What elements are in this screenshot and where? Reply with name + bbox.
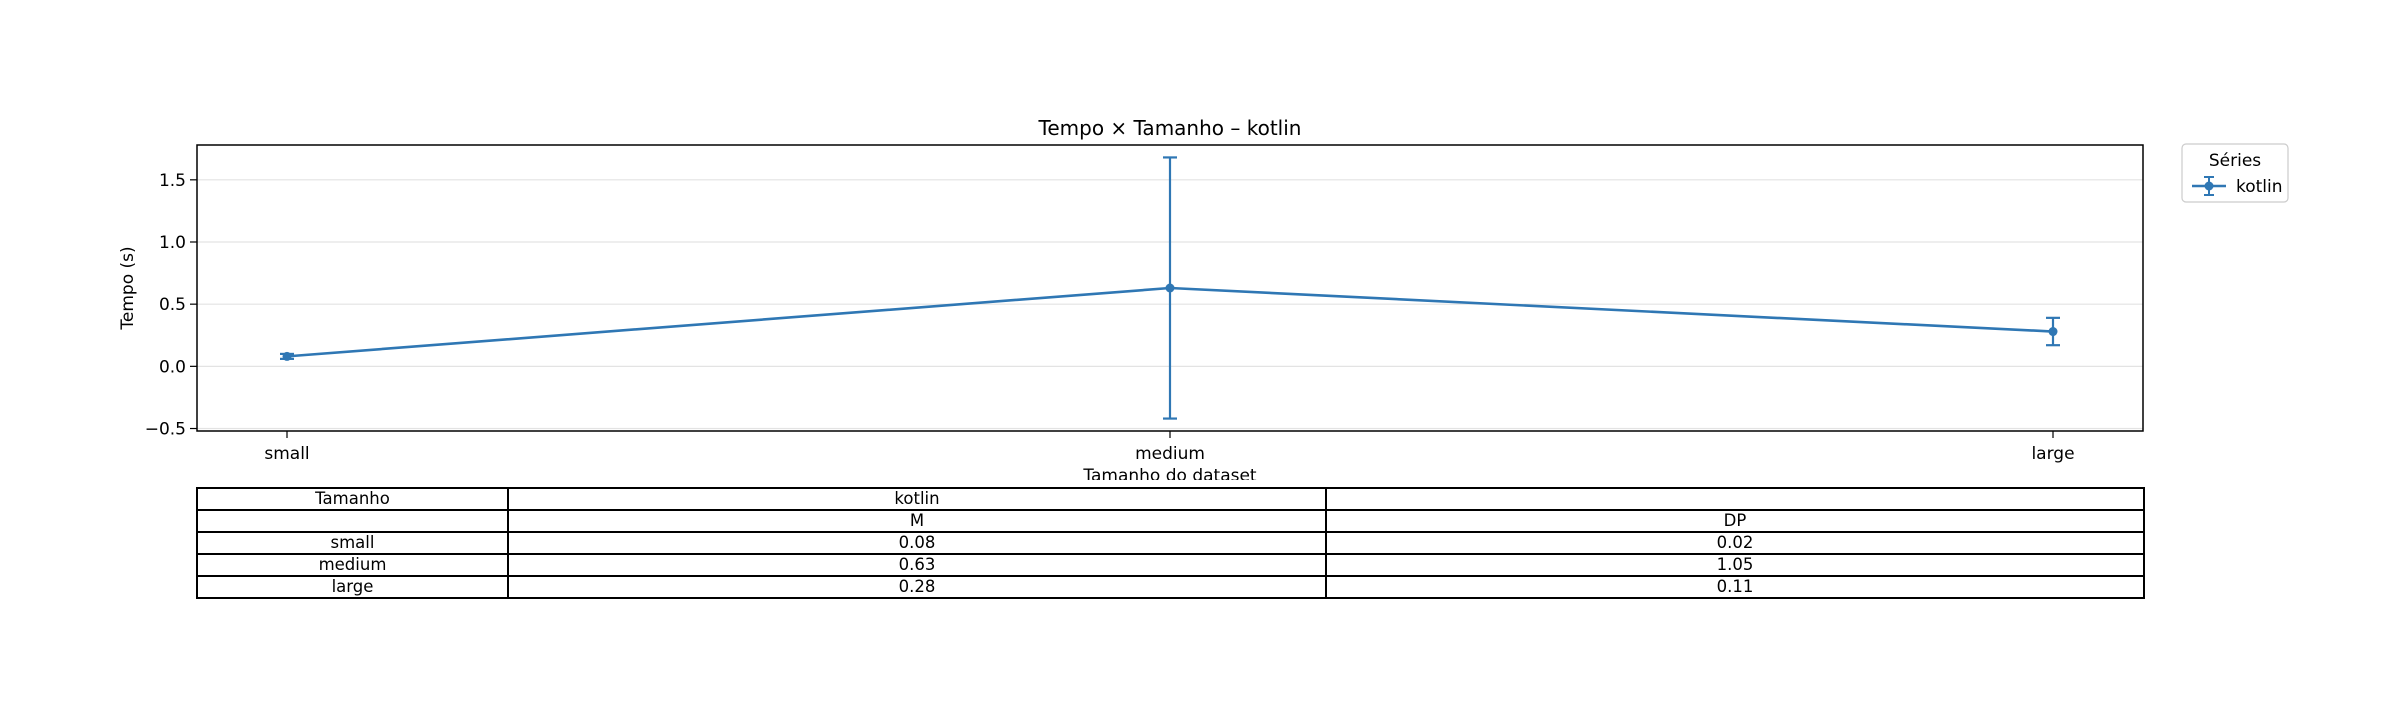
table-cell: 0.63 xyxy=(507,553,1327,577)
legend-title: Séries xyxy=(2209,151,2261,171)
legend: Séries kotlin xyxy=(2181,143,2289,203)
data-point xyxy=(2048,327,2058,337)
y-tick-label: 1.5 xyxy=(159,171,186,191)
x-tick-label: large xyxy=(2031,444,2074,464)
series-kotlin xyxy=(280,156,2060,420)
data-point xyxy=(282,351,292,361)
table-cell: 0.08 xyxy=(507,531,1327,555)
table-cell: large xyxy=(196,575,509,599)
legend-label: kotlin xyxy=(2236,177,2283,197)
table-cell: M xyxy=(507,509,1327,533)
y-tick-label: 1.0 xyxy=(159,233,186,253)
table-row: medium 0.63 1.05 xyxy=(196,553,2145,577)
x-axis: small medium large xyxy=(264,431,2075,464)
chart: −0.5 0.0 0.5 1.0 1.5 small medium large Tempo … xyxy=(118,116,2289,480)
table-cell: 0.02 xyxy=(1325,531,2145,555)
table-cell: 0.28 xyxy=(507,575,1327,599)
table-cell: 1.05 xyxy=(1325,553,2145,577)
x-axis-label: Tamanho do dataset xyxy=(1082,466,1257,480)
data-point xyxy=(1165,283,1175,293)
y-tick-label: −0.5 xyxy=(145,420,186,440)
table-cell: small xyxy=(196,531,509,555)
table-cell: kotlin xyxy=(507,487,1327,511)
table-header-row: M DP xyxy=(196,509,2145,533)
table-cell xyxy=(196,509,509,533)
series-layer xyxy=(280,156,2060,420)
table-row: large 0.28 0.11 xyxy=(196,575,2145,599)
table-cell: Tamanho xyxy=(196,487,509,511)
y-axis-label: Tempo (s) xyxy=(118,246,138,330)
y-tick-label: 0.5 xyxy=(159,295,186,315)
chart-title: Tempo × Tamanho – kotlin xyxy=(1038,116,1302,140)
x-tick-label: medium xyxy=(1135,444,1205,464)
y-tick-label: 0.0 xyxy=(159,357,186,377)
data-table: Tamanho kotlin M DP small 0.08 0.02 medium 0.63 1… xyxy=(196,487,2145,599)
table-cell: 0.11 xyxy=(1325,575,2145,599)
table-row: small 0.08 0.02 xyxy=(196,531,2145,555)
legend-item: kotlin xyxy=(2192,176,2283,197)
table-cell: DP xyxy=(1325,509,2145,533)
x-tick-label: small xyxy=(264,444,309,464)
table-cell xyxy=(1325,487,2145,511)
table-header-row: Tamanho kotlin xyxy=(196,487,2145,511)
legend-marker xyxy=(2204,181,2214,191)
y-axis: −0.5 0.0 0.5 1.0 1.5 xyxy=(145,171,197,440)
table-cell: medium xyxy=(196,553,509,577)
